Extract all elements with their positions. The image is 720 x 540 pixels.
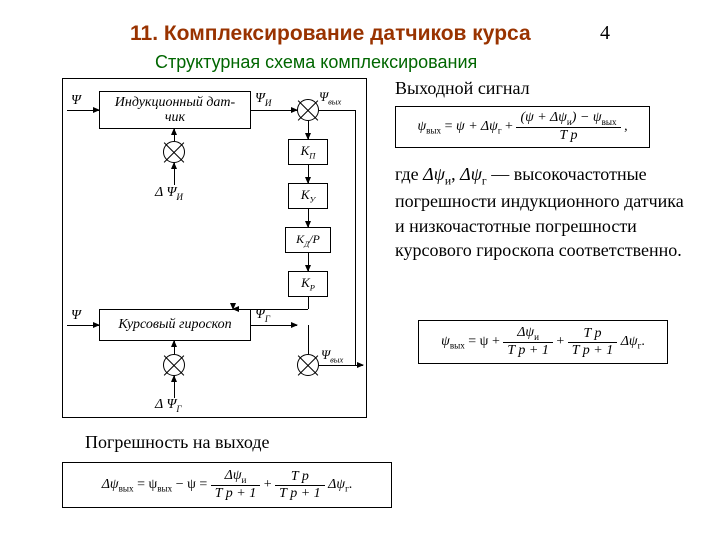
explanation-paragraph: где Δψи, Δψг — высокочастотные погрешнос… (395, 162, 695, 262)
box-k1: KП (288, 139, 328, 165)
wire-output (319, 365, 363, 366)
wire-to-sum1-from-box (174, 129, 175, 141)
box-k4: KР (288, 271, 328, 297)
node-sum-bottom (297, 354, 319, 376)
wire-out-top-v (355, 110, 356, 365)
box-k2: KУ (288, 183, 328, 209)
formula-2: ψвых = ψ + Δψи T p + 1 + T p T p + 1 Δψг… (418, 320, 668, 364)
wire-dpsi-i (174, 163, 175, 185)
label-psi-g: ΨГ (255, 307, 270, 324)
wire-k3-k4 (308, 253, 309, 271)
box-gyro: Курсовый гироскоп (99, 309, 251, 341)
label-psi-top: Ψ (71, 93, 81, 109)
label-dpsi-i: Δ ΨИ (155, 185, 183, 202)
wire-into-bottom-sum (308, 325, 309, 354)
label-dpsi-g: Δ ΨГ (155, 397, 182, 414)
wire-psi-i-b (279, 110, 297, 111)
right-heading: Выходной сигнал (395, 78, 530, 99)
wire-k4-to-gyro (233, 309, 308, 310)
wire-out-top-h (319, 110, 355, 111)
slide-title: 11. Комплексирование датчиков курса (130, 22, 531, 46)
block-diagram: Индукционный дат- чик Курсовый гироскоп … (62, 78, 367, 418)
wire-dpsi-g (174, 376, 175, 398)
wire-k1-k2 (308, 165, 309, 183)
wire-k4-down (308, 297, 309, 309)
node-sum-induction (163, 141, 185, 163)
wire-psi-g (251, 325, 297, 326)
box-k3: KД/P (285, 227, 331, 253)
wire-k2-k3 (308, 209, 309, 227)
slide-subtitle: Структурная схема комплексирования (155, 52, 477, 73)
page-number: 4 (600, 22, 610, 45)
wire-psi-bottom (67, 325, 99, 326)
box-induction-label: Индукционный дат- чик (115, 95, 235, 126)
node-sum-top (297, 99, 319, 121)
box-induction-sensor: Индукционный дат- чик (99, 91, 251, 129)
wire-gyro-to-sum (174, 341, 175, 354)
wire-psi-top (67, 110, 99, 111)
label-psi-out-top: Ψвых (319, 89, 341, 107)
box-gyro-label: Курсовый гироскоп (118, 317, 231, 333)
formula-1: ψвых = ψ + Δψг + (ψ + Δψи) − ψвых T p , (395, 106, 650, 148)
formula-3: Δψвых = ψвых − ψ = Δψи T p + 1 + T p T p… (62, 462, 392, 508)
node-sum-gyro (163, 354, 185, 376)
bottom-label: Погрешность на выходе (85, 432, 270, 453)
label-psi-out-bottom: Ψвых (321, 347, 343, 365)
wire-top-to-k1 (308, 121, 309, 139)
label-psi-bottom: Ψ (71, 308, 81, 324)
wire-psi-i-a (251, 110, 279, 111)
label-psi-i: ΨИ (255, 91, 271, 108)
